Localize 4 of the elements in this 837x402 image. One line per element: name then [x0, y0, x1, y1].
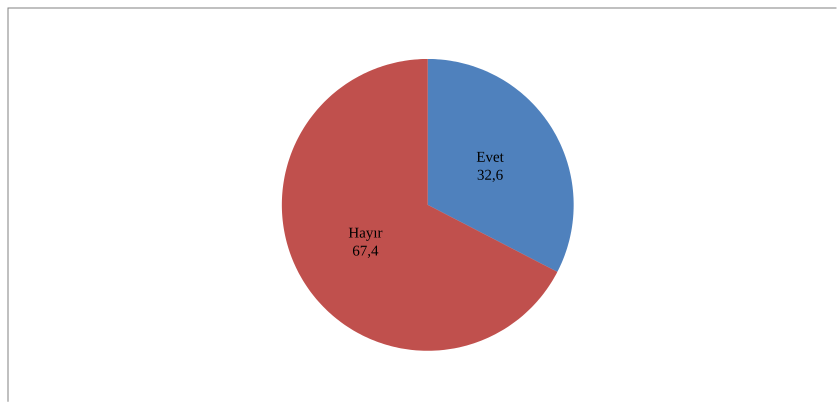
slice-label: Hayır: [348, 228, 382, 241]
data-label: 32,6: [478, 170, 503, 182]
data-label: 67,4: [352, 246, 378, 258]
slice-label: Evet: [476, 152, 504, 162]
